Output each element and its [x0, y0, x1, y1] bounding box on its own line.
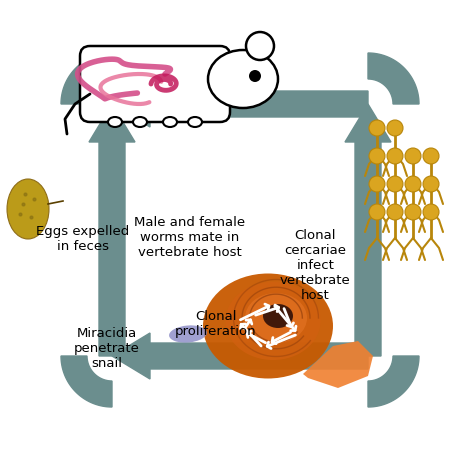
Circle shape [423, 204, 439, 220]
Ellipse shape [203, 273, 333, 379]
Circle shape [423, 176, 439, 192]
Ellipse shape [108, 117, 122, 127]
Ellipse shape [7, 179, 49, 239]
Circle shape [369, 204, 385, 220]
Ellipse shape [133, 117, 147, 127]
Polygon shape [345, 104, 391, 356]
Polygon shape [303, 341, 373, 388]
Polygon shape [61, 53, 112, 104]
Text: Clonal
cercariae
infect
vertebrate
host: Clonal cercariae infect vertebrate host [280, 229, 351, 302]
Polygon shape [368, 53, 419, 104]
Polygon shape [112, 333, 368, 379]
Circle shape [387, 176, 403, 192]
Circle shape [405, 176, 421, 192]
Circle shape [405, 204, 421, 220]
Ellipse shape [263, 304, 293, 328]
Ellipse shape [246, 32, 274, 60]
Circle shape [369, 120, 385, 136]
Circle shape [249, 70, 261, 82]
Circle shape [369, 176, 385, 192]
Circle shape [405, 148, 421, 164]
Ellipse shape [245, 293, 307, 343]
Ellipse shape [163, 117, 177, 127]
Circle shape [387, 148, 403, 164]
Circle shape [423, 148, 439, 164]
Text: Miracidia
penetrate
snail: Miracidia penetrate snail [74, 327, 139, 370]
Text: Clonal
proliferation: Clonal proliferation [175, 310, 256, 338]
Ellipse shape [169, 325, 207, 343]
Ellipse shape [188, 117, 202, 127]
Ellipse shape [226, 282, 320, 360]
Circle shape [369, 148, 385, 164]
Polygon shape [112, 81, 368, 127]
Circle shape [387, 204, 403, 220]
Text: Male and female
worms mate in
vertebrate host: Male and female worms mate in vertebrate… [134, 216, 245, 259]
FancyBboxPatch shape [80, 46, 230, 122]
Polygon shape [89, 104, 135, 356]
Polygon shape [368, 356, 419, 407]
Text: Eggs expelled
in feces: Eggs expelled in feces [36, 225, 129, 254]
Ellipse shape [208, 50, 278, 108]
Circle shape [387, 120, 403, 136]
Polygon shape [61, 356, 112, 407]
